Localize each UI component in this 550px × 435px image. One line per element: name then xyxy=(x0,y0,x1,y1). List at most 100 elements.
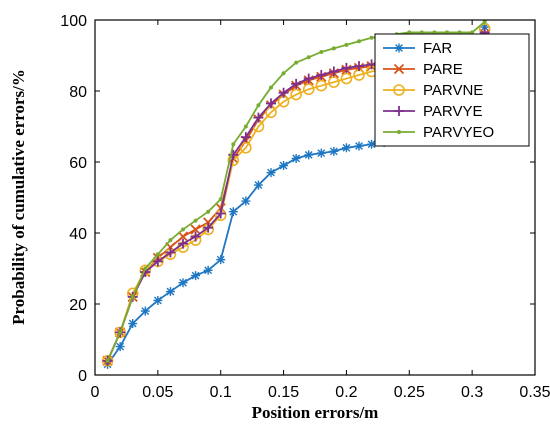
data-point-parvyeo xyxy=(357,39,361,44)
data-point-parvyeo xyxy=(319,49,324,54)
y-tick-label: 0 xyxy=(78,368,87,385)
legend: FAR PARE PARVNE PARVYE PARVYEO xyxy=(374,33,530,147)
data-point-far xyxy=(304,150,314,160)
data-point-parvyeo xyxy=(344,42,349,47)
data-point-far xyxy=(191,271,201,281)
data-point-parvye xyxy=(215,208,226,219)
data-point-parvyeo xyxy=(294,60,299,65)
data-point-parvye xyxy=(165,247,176,258)
data-point-parvye xyxy=(203,222,214,233)
data-point-parvyeo xyxy=(445,30,449,35)
data-point-parvyeo xyxy=(155,252,160,257)
data-point-pare xyxy=(177,231,189,242)
data-point-parvye xyxy=(178,238,188,249)
legend-entry-parvne: PARVNE xyxy=(383,82,483,99)
data-point-parvyeo xyxy=(269,85,273,90)
data-point-far xyxy=(266,168,276,178)
legend-marker xyxy=(394,106,404,116)
legend-label: PARVYE xyxy=(423,103,482,120)
data-point-far xyxy=(128,319,138,329)
data-point-far xyxy=(216,255,226,265)
data-point-far xyxy=(279,161,289,171)
data-point-parvyeo xyxy=(256,103,261,108)
legend-marker xyxy=(393,63,405,75)
data-point-far xyxy=(253,180,263,190)
axis-layer: 0 0.05 0.1 0.15 0.2 0.25 0.3 0.35 0 20 40 60 80 100 xyxy=(60,13,550,401)
data-point-parvyeo xyxy=(457,30,462,35)
data-point-far xyxy=(480,22,490,32)
data-point-parvye xyxy=(253,112,264,123)
data-point-parvyeo xyxy=(168,238,173,243)
data-point-parvne xyxy=(340,72,353,85)
data-point-parvye xyxy=(240,132,251,143)
data-point-parvyeo xyxy=(331,46,336,51)
y-tick-label: 100 xyxy=(60,13,87,30)
data-point-parvyeo xyxy=(432,30,437,35)
data-point-parvye xyxy=(316,70,327,81)
data-point-far xyxy=(165,287,175,297)
x-tick-label: 0.35 xyxy=(519,384,550,401)
legend-marker xyxy=(394,43,404,53)
data-point-parvne xyxy=(302,83,315,96)
legend-label: FAR xyxy=(423,40,452,57)
data-point-far xyxy=(228,207,238,217)
data-point-parvyeo xyxy=(105,358,110,363)
data-point-parvyeo xyxy=(419,30,424,35)
data-point-far xyxy=(341,143,351,153)
data-point-parvye xyxy=(328,66,339,77)
data-point-parvye xyxy=(303,73,314,84)
data-point-parvye xyxy=(152,256,163,267)
data-point-parvyeo xyxy=(482,19,487,24)
legend-label: PARE xyxy=(423,61,463,78)
plot-frame xyxy=(94,19,536,376)
legend-label: PARVYEO xyxy=(423,124,494,141)
data-point-parvyeo xyxy=(407,30,412,35)
x-tick-label: 0.3 xyxy=(461,384,483,401)
data-point-parvne xyxy=(240,142,252,154)
data-point-parvye xyxy=(291,78,302,89)
legend-marker xyxy=(397,130,401,134)
legend-entry-parvyeo: PARVYEO xyxy=(383,124,494,141)
data-point-parvye xyxy=(341,62,352,73)
data-point-far xyxy=(316,148,326,158)
data-point-parvyeo xyxy=(218,197,223,202)
data-point-parvyeo xyxy=(306,55,311,60)
data-point-far xyxy=(115,342,125,352)
x-tick-label: 0.2 xyxy=(335,384,357,401)
x-tick-label: 0.1 xyxy=(210,384,232,401)
data-point-parvyeo xyxy=(231,142,236,147)
legend-entry-pare: PARE xyxy=(383,61,463,78)
legend-entry-parvye: PARVYE xyxy=(383,103,482,120)
data-point-far xyxy=(291,153,301,163)
data-point-parvyeo xyxy=(243,124,248,129)
data-point-far xyxy=(329,146,339,156)
data-point-far xyxy=(140,306,150,316)
data-point-parvyeo xyxy=(281,71,286,76)
y-tick-label: 60 xyxy=(69,155,87,172)
legend-entry-far: FAR xyxy=(383,40,452,57)
x-axis-title: Position errors/m xyxy=(252,403,379,422)
x-tick-label: 0.05 xyxy=(142,384,173,401)
data-point-parvyeo xyxy=(130,294,135,299)
data-point-pare xyxy=(190,224,201,235)
legend-label: PARVNE xyxy=(423,82,483,99)
legend-marker xyxy=(393,84,405,96)
series-parvyeo xyxy=(105,19,487,363)
data-point-parvyeo xyxy=(470,30,475,35)
data-point-far xyxy=(153,295,163,305)
data-point-parvyeo xyxy=(143,266,148,271)
x-tick-label: 0.15 xyxy=(268,384,299,401)
data-point-parvyeo xyxy=(193,218,198,223)
y-tick-label: 40 xyxy=(69,226,87,243)
data-point-parvyeo xyxy=(181,227,185,232)
y-tick-label: 80 xyxy=(69,84,87,101)
y-tick-label: 20 xyxy=(69,297,87,314)
data-point-parvne xyxy=(328,76,340,88)
data-point-far xyxy=(354,141,364,151)
data-point-parvye xyxy=(266,98,276,109)
x-tick-label: 0 xyxy=(91,384,100,401)
data-point-far xyxy=(203,265,213,275)
data-point-parvyeo xyxy=(118,330,123,335)
data-point-parvyeo xyxy=(206,209,211,214)
